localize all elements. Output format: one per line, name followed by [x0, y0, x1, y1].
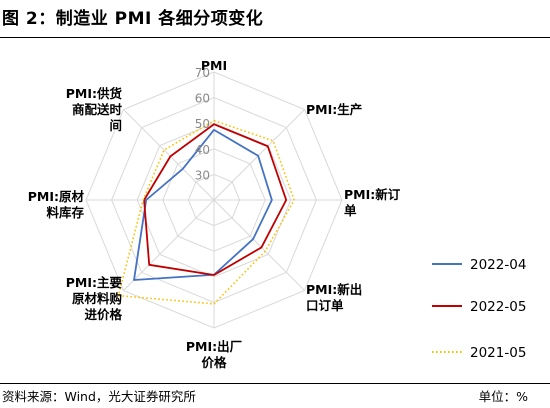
source-note: 资料来源：Wind，光大证券研究所	[2, 389, 196, 404]
title-rule	[0, 37, 550, 38]
series-line-2022-05	[143, 123, 288, 276]
radar-series	[117, 119, 295, 305]
axis-label: PMI:原材料库存	[28, 189, 85, 220]
axis-label: PMI:主要原材料购进价格	[66, 275, 123, 322]
axis-labels: PMI PMI:生产 PMI:新订单 PMI:新出口订单 PMI:出厂价格 PMI:主要原…	[28, 58, 401, 370]
grid-spoke	[213, 109, 305, 201]
axis-label: PMI:出厂价格	[186, 339, 242, 370]
axis-label: PMI:新出口订单	[306, 282, 362, 313]
axis-label: PMI	[201, 58, 227, 73]
radar-grid	[85, 71, 343, 329]
tick-label: 30	[195, 168, 210, 182]
axis-label: PMI:生产	[306, 102, 362, 117]
footer-rule	[0, 383, 550, 384]
axis-label: PMI:新订单	[344, 187, 401, 218]
series-line-2021-05	[117, 119, 295, 305]
legend: 2022-04 2022-05 2021-05	[432, 257, 526, 361]
tick-label: 70	[195, 66, 210, 80]
grid-spoke	[213, 199, 305, 291]
figure-title: 图 2：制造业 PMI 各细分项变化	[2, 9, 264, 29]
legend-label: 2022-04	[470, 257, 526, 273]
grid-spoke	[123, 199, 215, 291]
tick-label: 40	[195, 143, 210, 157]
tick-label: 60	[195, 92, 210, 106]
unit-note: 单位：%	[478, 389, 528, 404]
grid-spoke	[123, 109, 215, 201]
legend-label: 2021-05	[470, 345, 526, 361]
tick-label: 50	[195, 117, 210, 131]
axis-label: PMI:供货商配送时间	[66, 86, 123, 133]
legend-label: 2022-05	[470, 299, 526, 315]
radial-tick-labels: 30 40 50 60 70	[195, 66, 210, 182]
